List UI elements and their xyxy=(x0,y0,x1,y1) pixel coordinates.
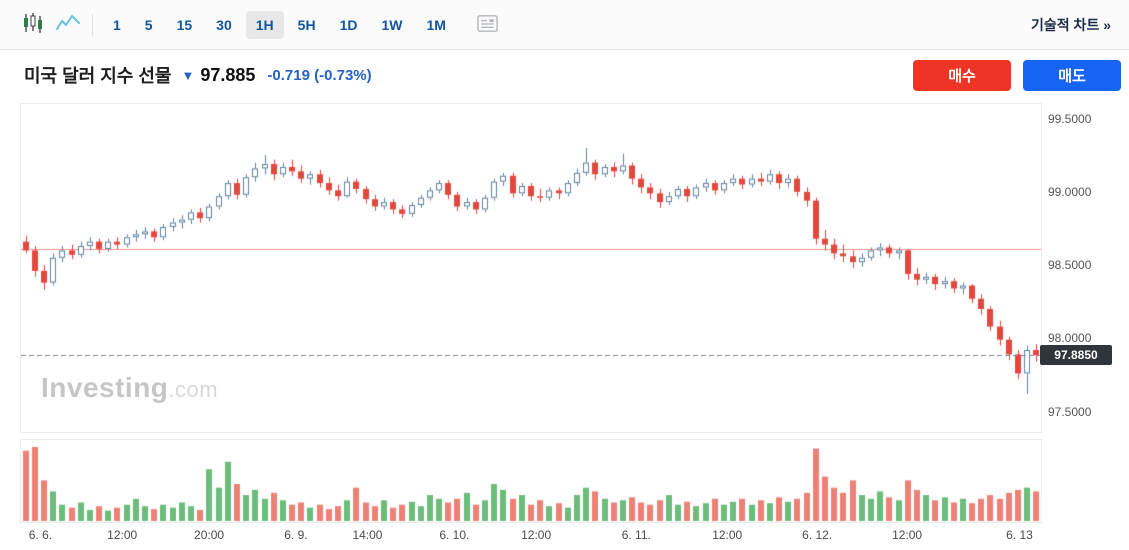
trade-buttons: 매수 매도 xyxy=(913,59,1121,91)
x-axis-label: 6. 10. xyxy=(439,528,470,542)
price-axis: 97.8850 99.5000 99.0000 98.5000 98.0000 97.5… xyxy=(1040,104,1128,434)
price-axis-label: 98.5000 xyxy=(1048,258,1092,273)
x-axis-label: 6. 12. xyxy=(802,528,833,542)
x-axis-label: 6. 13 xyxy=(1006,528,1033,542)
price-change: -0.719 (-0.73%) xyxy=(267,66,372,84)
timeframe-button-5h[interactable]: 5H xyxy=(288,11,326,39)
x-axis-label: 20:00 xyxy=(194,528,225,542)
sell-button[interactable]: 매도 xyxy=(1023,59,1121,91)
timeframe-button-30[interactable]: 30 xyxy=(206,11,242,39)
x-axis-label: 12:00 xyxy=(521,528,552,542)
volume-chart-canvas[interactable] xyxy=(21,440,1041,522)
technical-chart-link[interactable]: 기술적 차트 » xyxy=(1031,16,1111,33)
x-axis-label: 6. 11. xyxy=(621,528,651,542)
timeframe-group: 1 5 15 30 1H 5H 1D 1W 1M xyxy=(103,10,456,39)
chart-toolbar: 1 5 15 30 1H 5H 1D 1W 1M 기술적 차트 » xyxy=(0,0,1129,50)
price-chart-canvas[interactable] xyxy=(21,104,1041,432)
news-panel-icon xyxy=(476,12,499,38)
x-axis-label: 14:00 xyxy=(352,528,383,542)
timeframe-button-1h[interactable]: 1H xyxy=(245,10,284,39)
x-axis-label: 12:00 xyxy=(107,528,138,542)
price-axis-label: 97.5000 xyxy=(1048,404,1092,419)
buy-button[interactable]: 매수 xyxy=(913,59,1011,91)
chart-region: Investing.com 97.8850 99.5000 99.0000 98.5… xyxy=(0,100,1129,550)
quote-header: 미국 달러 지수 선물 ▼ 97.885 -0.719 (-0.73%) 매수 … xyxy=(0,50,1129,100)
line-chart-icon xyxy=(56,12,80,37)
timeframe-button-1[interactable]: 1 xyxy=(103,11,131,39)
x-axis-label: 12:00 xyxy=(712,528,743,542)
price-axis-label: 98.0000 xyxy=(1048,331,1092,346)
price-down-arrow-icon: ▼ xyxy=(181,67,195,83)
price-pane: Investing.com xyxy=(20,103,1042,433)
last-price: 97.885 xyxy=(200,64,256,85)
timeframe-button-15[interactable]: 15 xyxy=(167,11,203,39)
price-badge: 97.8850 xyxy=(1040,345,1112,366)
x-axis-label: 6. 6. xyxy=(28,528,53,542)
timeframe-button-1w[interactable]: 1W xyxy=(371,11,412,39)
timeframe-button-1d[interactable]: 1D xyxy=(330,11,368,39)
x-axis-label: 6. 9. xyxy=(284,528,308,542)
chart-type-line-button[interactable] xyxy=(50,8,86,41)
timeframe-button-5[interactable]: 5 xyxy=(135,11,163,39)
volume-pane xyxy=(20,439,1042,523)
toolbar-divider xyxy=(92,13,93,36)
instrument-name: 미국 달러 지수 선물 xyxy=(24,66,172,86)
candlestick-chart-icon xyxy=(22,12,44,37)
price-axis-label: 99.5000 xyxy=(1048,111,1092,126)
x-axis-label: 12:00 xyxy=(892,528,923,542)
news-panel-button[interactable] xyxy=(470,8,505,42)
timeframe-button-1m[interactable]: 1M xyxy=(416,11,455,39)
chart-type-candlestick-button[interactable] xyxy=(16,8,50,41)
x-axis: 6. 6. 12:00 20:00 6. 9. 14:00 6. 10. 12:00 6. 1… xyxy=(20,528,1042,546)
price-axis-label: 99.0000 xyxy=(1048,184,1092,199)
